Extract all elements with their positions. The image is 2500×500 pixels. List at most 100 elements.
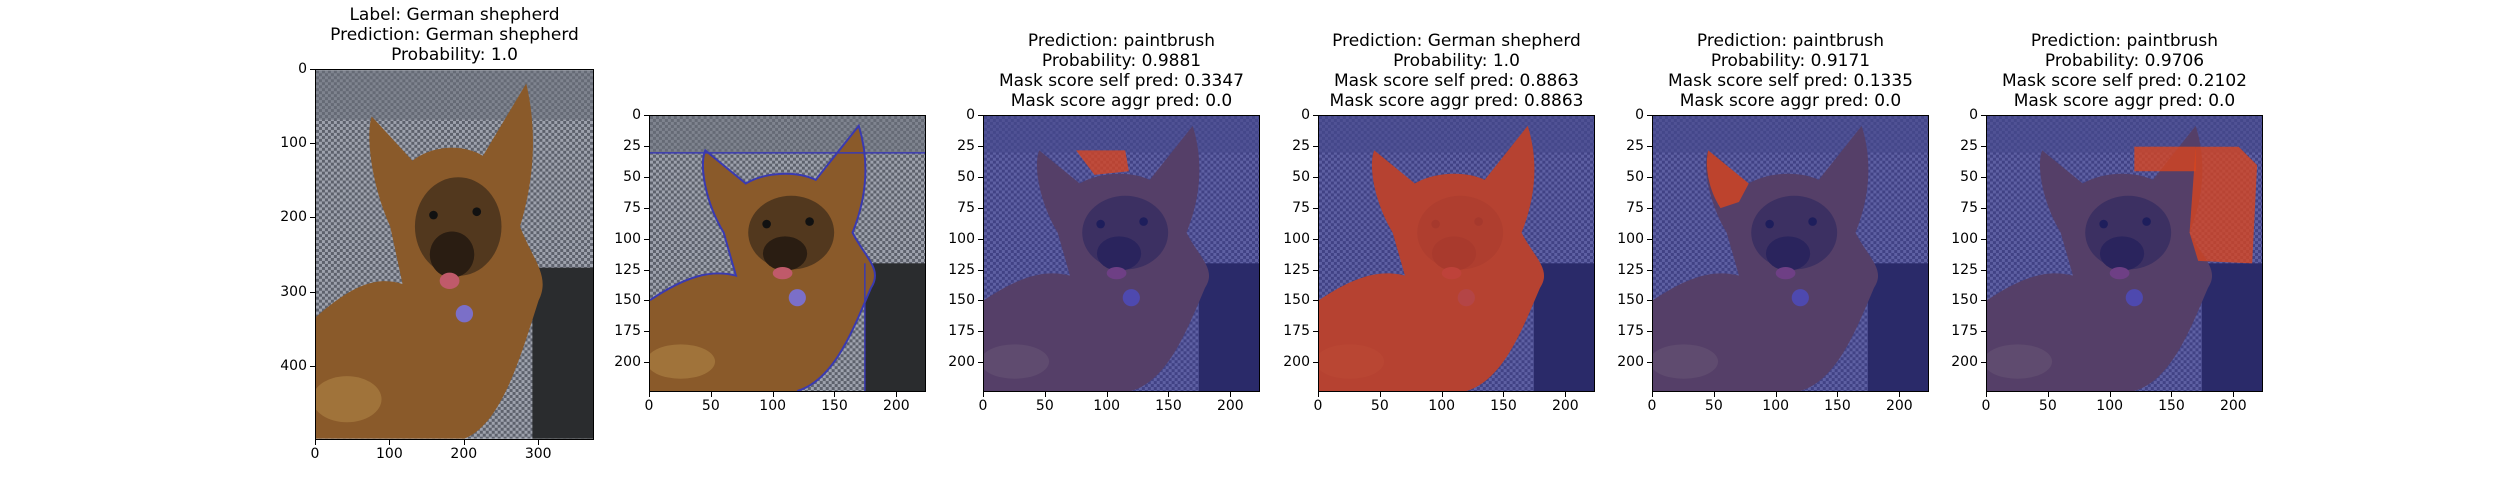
x-tick-mark: [2171, 392, 2173, 397]
y-tick-mark: [1981, 269, 1986, 271]
x-tick-mark: [1441, 392, 1443, 397]
y-tick-mark: [644, 238, 649, 240]
x-tick-label: 200: [1551, 398, 1579, 414]
x-tick-mark: [1044, 392, 1046, 397]
x-tick-mark: [1230, 392, 1232, 397]
y-tick-mark: [1647, 269, 1652, 271]
y-tick-mark: [1313, 362, 1318, 364]
x-tick-mark: [1379, 392, 1381, 397]
x-tick-mark: [710, 392, 712, 397]
title-line: Probability: 1.0: [391, 45, 518, 65]
y-tick-label: 25: [1960, 137, 1978, 154]
y-tick-mark: [978, 331, 983, 333]
y-tick-mark: [1313, 145, 1318, 147]
x-tick-mark: [834, 392, 836, 397]
y-tick-mark: [1313, 331, 1318, 333]
y-tick-label: 200: [1283, 354, 1310, 371]
x-tick-label: 100: [1093, 398, 1121, 414]
y-tick-label: 125: [614, 261, 641, 278]
x-tick-mark: [1713, 392, 1715, 397]
y-tick-label: 75: [957, 199, 975, 216]
y-tick-mark: [1981, 115, 1986, 116]
y-tick-mark: [310, 291, 315, 293]
title-line: Mask score self pred: 0.3347: [999, 71, 1244, 91]
y-tick-mark: [1313, 269, 1318, 271]
y-tick-label: 100: [1283, 230, 1310, 247]
x-tick-mark: [1775, 392, 1777, 397]
panel-title: Label: German shepherd Prediction: German…: [215, 5, 694, 65]
x-tick-label: 200: [882, 398, 910, 414]
x-tick-label: 150: [1490, 398, 1517, 414]
x-tick-label: 300: [524, 446, 552, 462]
y-tick-mark: [978, 362, 983, 364]
x-tick-mark: [1168, 392, 1170, 397]
x-tick-label: 100: [1762, 398, 1790, 414]
x-tick-mark: [389, 440, 391, 445]
dog-image: [1319, 116, 1594, 391]
x-tick-label: 100: [1428, 398, 1456, 414]
y-tick-mark: [1981, 362, 1986, 364]
y-tick-label: 50: [1626, 168, 1644, 185]
x-tick-label: 50: [1704, 398, 1723, 414]
x-tick-label: 0: [310, 446, 320, 462]
y-tick-mark: [644, 300, 649, 302]
y-tick-label: 100: [948, 230, 975, 247]
y-tick-label: 200: [948, 354, 975, 371]
x-tick-label: 50: [1370, 398, 1389, 414]
dog-image: [316, 70, 593, 439]
x-tick-mark: [2047, 392, 2049, 397]
y-tick-mark: [310, 143, 315, 145]
dog-image: [1653, 116, 1928, 391]
y-tick-mark: [1981, 238, 1986, 240]
y-tick-mark: [1647, 331, 1652, 333]
y-tick-label: 100: [1617, 230, 1644, 247]
y-tick-label: 300: [280, 283, 307, 300]
y-tick-label: 100: [280, 135, 307, 152]
y-tick-label: 0: [966, 107, 975, 123]
x-tick-mark: [649, 392, 650, 397]
x-tick-label: 0: [1647, 398, 1657, 414]
x-tick-label: 0: [1981, 398, 1991, 414]
title-line: Prediction: paintbrush: [1027, 31, 1216, 51]
y-tick-mark: [1647, 362, 1652, 364]
y-tick-label: 75: [623, 199, 641, 216]
y-tick-mark: [644, 362, 649, 364]
x-tick-label: 200: [1885, 398, 1913, 414]
y-tick-mark: [1981, 145, 1986, 147]
y-tick-label: 125: [1951, 261, 1978, 278]
y-tick-label: 25: [1292, 137, 1310, 154]
y-tick-label: 175: [1283, 323, 1310, 340]
y-tick-label: 0: [1635, 107, 1644, 123]
y-tick-label: 0: [1969, 107, 1978, 123]
y-tick-mark: [978, 300, 983, 302]
image-axes: [1318, 115, 1595, 392]
title-line: Probability: 0.9706: [2044, 51, 2205, 71]
x-tick-label: 0: [978, 398, 988, 414]
title-line: Mask score self pred: 0.8863: [1334, 71, 1579, 91]
image-axes: [315, 69, 594, 440]
panel-title: Prediction: German shepherd Probability: …: [1218, 31, 1695, 111]
y-tick-label: 50: [1960, 168, 1978, 185]
x-tick-mark: [1899, 392, 1901, 397]
y-tick-label: 125: [948, 261, 975, 278]
y-tick-mark: [978, 145, 983, 147]
x-tick-label: 100: [2096, 398, 2124, 414]
y-tick-label: 50: [623, 168, 641, 185]
y-tick-label: 200: [1617, 354, 1644, 371]
title-line: Probability: 1.0: [1393, 51, 1520, 71]
y-tick-mark: [1981, 300, 1986, 302]
title-line: Mask score self pred: 0.2102: [2002, 71, 2247, 91]
y-tick-mark: [1313, 176, 1318, 178]
x-tick-label: 0: [644, 398, 654, 414]
y-tick-label: 200: [280, 209, 307, 226]
y-tick-mark: [310, 365, 315, 367]
x-tick-label: 100: [376, 446, 403, 462]
y-tick-mark: [1647, 145, 1652, 147]
title-line: Probability: 0.9171: [1710, 51, 1871, 71]
title-line: Prediction: paintbrush: [2030, 31, 2219, 51]
y-tick-mark: [978, 238, 983, 240]
y-tick-label: 50: [957, 168, 975, 185]
y-tick-mark: [1647, 300, 1652, 302]
y-tick-label: 75: [1626, 199, 1644, 216]
x-tick-mark: [1106, 392, 1108, 397]
